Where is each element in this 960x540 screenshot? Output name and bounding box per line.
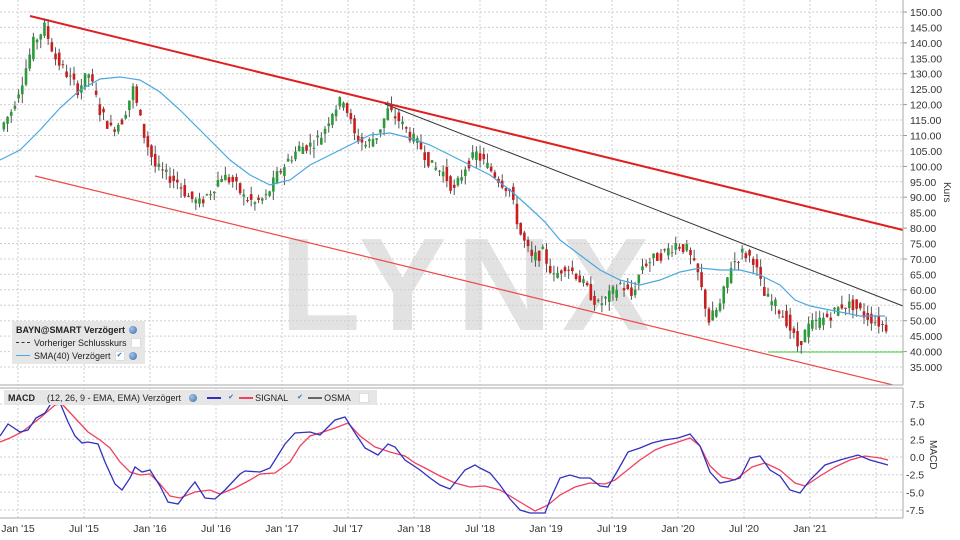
y-tick: 135.00 (910, 53, 942, 65)
x-tick: Jan '17 (265, 523, 299, 535)
macd-legend-params: (12, 26, 9 - EMA, EMA) Verzögert (47, 392, 182, 403)
prev-close-checkbox[interactable] (130, 337, 141, 348)
y-tick: 140.00 (910, 38, 942, 50)
sma-checkbox[interactable]: ✔ (114, 350, 125, 361)
y-tick: 55.00 (910, 300, 936, 312)
y-tick: 50.00 (910, 316, 936, 328)
macd-vgrid (17, 388, 877, 518)
osma-swatch-icon (308, 396, 323, 399)
legend-prev-close-label: Vorheriger Schlusskurs (34, 337, 127, 348)
macd-axis-title: MACD (927, 440, 938, 469)
y-tick: 95.00 (910, 177, 936, 189)
x-tick: Jul '16 (201, 523, 231, 535)
y-tick: 145.00 (910, 22, 942, 34)
macd-legend: MACD (12, 26, 9 - EMA, EMA) Verzögert ✔ … (4, 390, 377, 405)
y-tick: 110.00 (910, 131, 941, 143)
macd-y-tick: 0.0 (910, 452, 925, 464)
macd-legend-osma: OSMA (324, 392, 351, 403)
macd-checkbox[interactable]: ✔ (228, 393, 234, 401)
y-tick: 105.00 (910, 146, 942, 158)
globe-icon[interactable] (189, 393, 198, 402)
secondary-trendline (384, 103, 904, 307)
macd-swatch-icon (207, 396, 222, 399)
globe-icon[interactable] (128, 325, 137, 334)
legend-prev-close-row: Vorheriger Schlusskurs (16, 336, 141, 349)
x-tick: Jul '17 (333, 523, 363, 535)
x-tick: Jul '19 (597, 523, 627, 535)
y-tick: 130.00 (910, 69, 942, 81)
upper-trendline (29, 15, 904, 231)
y-tick: 40.000 (910, 347, 942, 359)
x-tick: Jan '18 (397, 523, 431, 535)
x-tick: Jan '19 (529, 523, 563, 535)
macd-y-tick: 2.5 (910, 434, 925, 446)
solid-swatch-icon (16, 355, 30, 356)
y-tick: 80.00 (910, 223, 936, 235)
signal-checkbox[interactable]: ✔ (297, 393, 304, 401)
signal-swatch-icon (239, 396, 254, 399)
y-tick: 70.00 (910, 254, 936, 266)
lower-trendline (34, 175, 894, 386)
price-axis-title: Kurs (941, 182, 952, 203)
candlesticks (2, 18, 888, 354)
globe-icon[interactable] (128, 351, 137, 360)
price-panel: LYNX (0, 0, 952, 386)
y-tick: 60.00 (910, 285, 936, 297)
legend-sma-label: SMA(40) Verzögert (34, 350, 111, 361)
y-tick: 100.00 (910, 161, 942, 173)
macd-y-tick: 5.0 (910, 417, 925, 429)
y-tick: 115.00 (910, 115, 941, 127)
sma-line (0, 76, 885, 317)
x-tick: Jul '18 (465, 523, 495, 535)
x-tick: Jul '20 (729, 523, 759, 535)
x-tick: Jan '15 (1, 523, 35, 535)
macd-legend-title: MACD (8, 392, 35, 403)
price-y-axis: 150.00 145.00 140.00 135.00 130.00 125.0… (903, 7, 952, 374)
legend-title: BAYN@SMART Verzögert (16, 324, 125, 335)
price-hgrid (0, 11, 903, 368)
x-tick: Jul '15 (69, 523, 99, 535)
macd-y-axis: 7.5 5.0 2.5 0.0 -2.5 -5.0 -7.5 MACD (906, 399, 938, 517)
y-tick: 150.00 (910, 7, 942, 19)
y-tick: 65.00 (910, 269, 936, 281)
y-tick: 125.00 (910, 84, 942, 96)
y-tick: 45.000 (910, 331, 942, 343)
x-axis: Jan '15 Jul '15 Jan '16 Jul '16 Jan '17 … (1, 523, 827, 535)
macd-y-tick: -2.5 (906, 470, 924, 482)
osma-checkbox[interactable] (358, 392, 369, 403)
macd-y-tick: -7.5 (906, 505, 924, 517)
x-tick: Jan '21 (793, 523, 827, 535)
price-vgrid (17, 0, 877, 385)
x-tick: Jan '16 (133, 523, 167, 535)
y-tick: 85.00 (910, 208, 936, 220)
y-tick: 90.00 (910, 192, 936, 204)
y-tick: 75.00 (910, 239, 936, 251)
y-tick: 35.000 (910, 362, 942, 374)
dashed-swatch-icon (16, 342, 30, 343)
macd-panel: 7.5 5.0 2.5 0.0 -2.5 -5.0 -7.5 MACD (0, 387, 938, 519)
macd-y-tick: 7.5 (910, 399, 925, 411)
price-legend: BAYN@SMART Verzögert Vorheriger Schlussk… (12, 321, 145, 364)
legend-title-row: BAYN@SMART Verzögert (16, 323, 141, 336)
macd-y-tick: -5.0 (906, 487, 924, 499)
macd-legend-signal: SIGNAL (255, 392, 289, 403)
y-tick: 120.00 (910, 100, 942, 112)
legend-sma-row: SMA(40) Verzögert ✔ (16, 349, 141, 362)
x-tick: Jan '20 (661, 523, 695, 535)
macd-line (0, 397, 889, 514)
signal-line (0, 403, 889, 512)
